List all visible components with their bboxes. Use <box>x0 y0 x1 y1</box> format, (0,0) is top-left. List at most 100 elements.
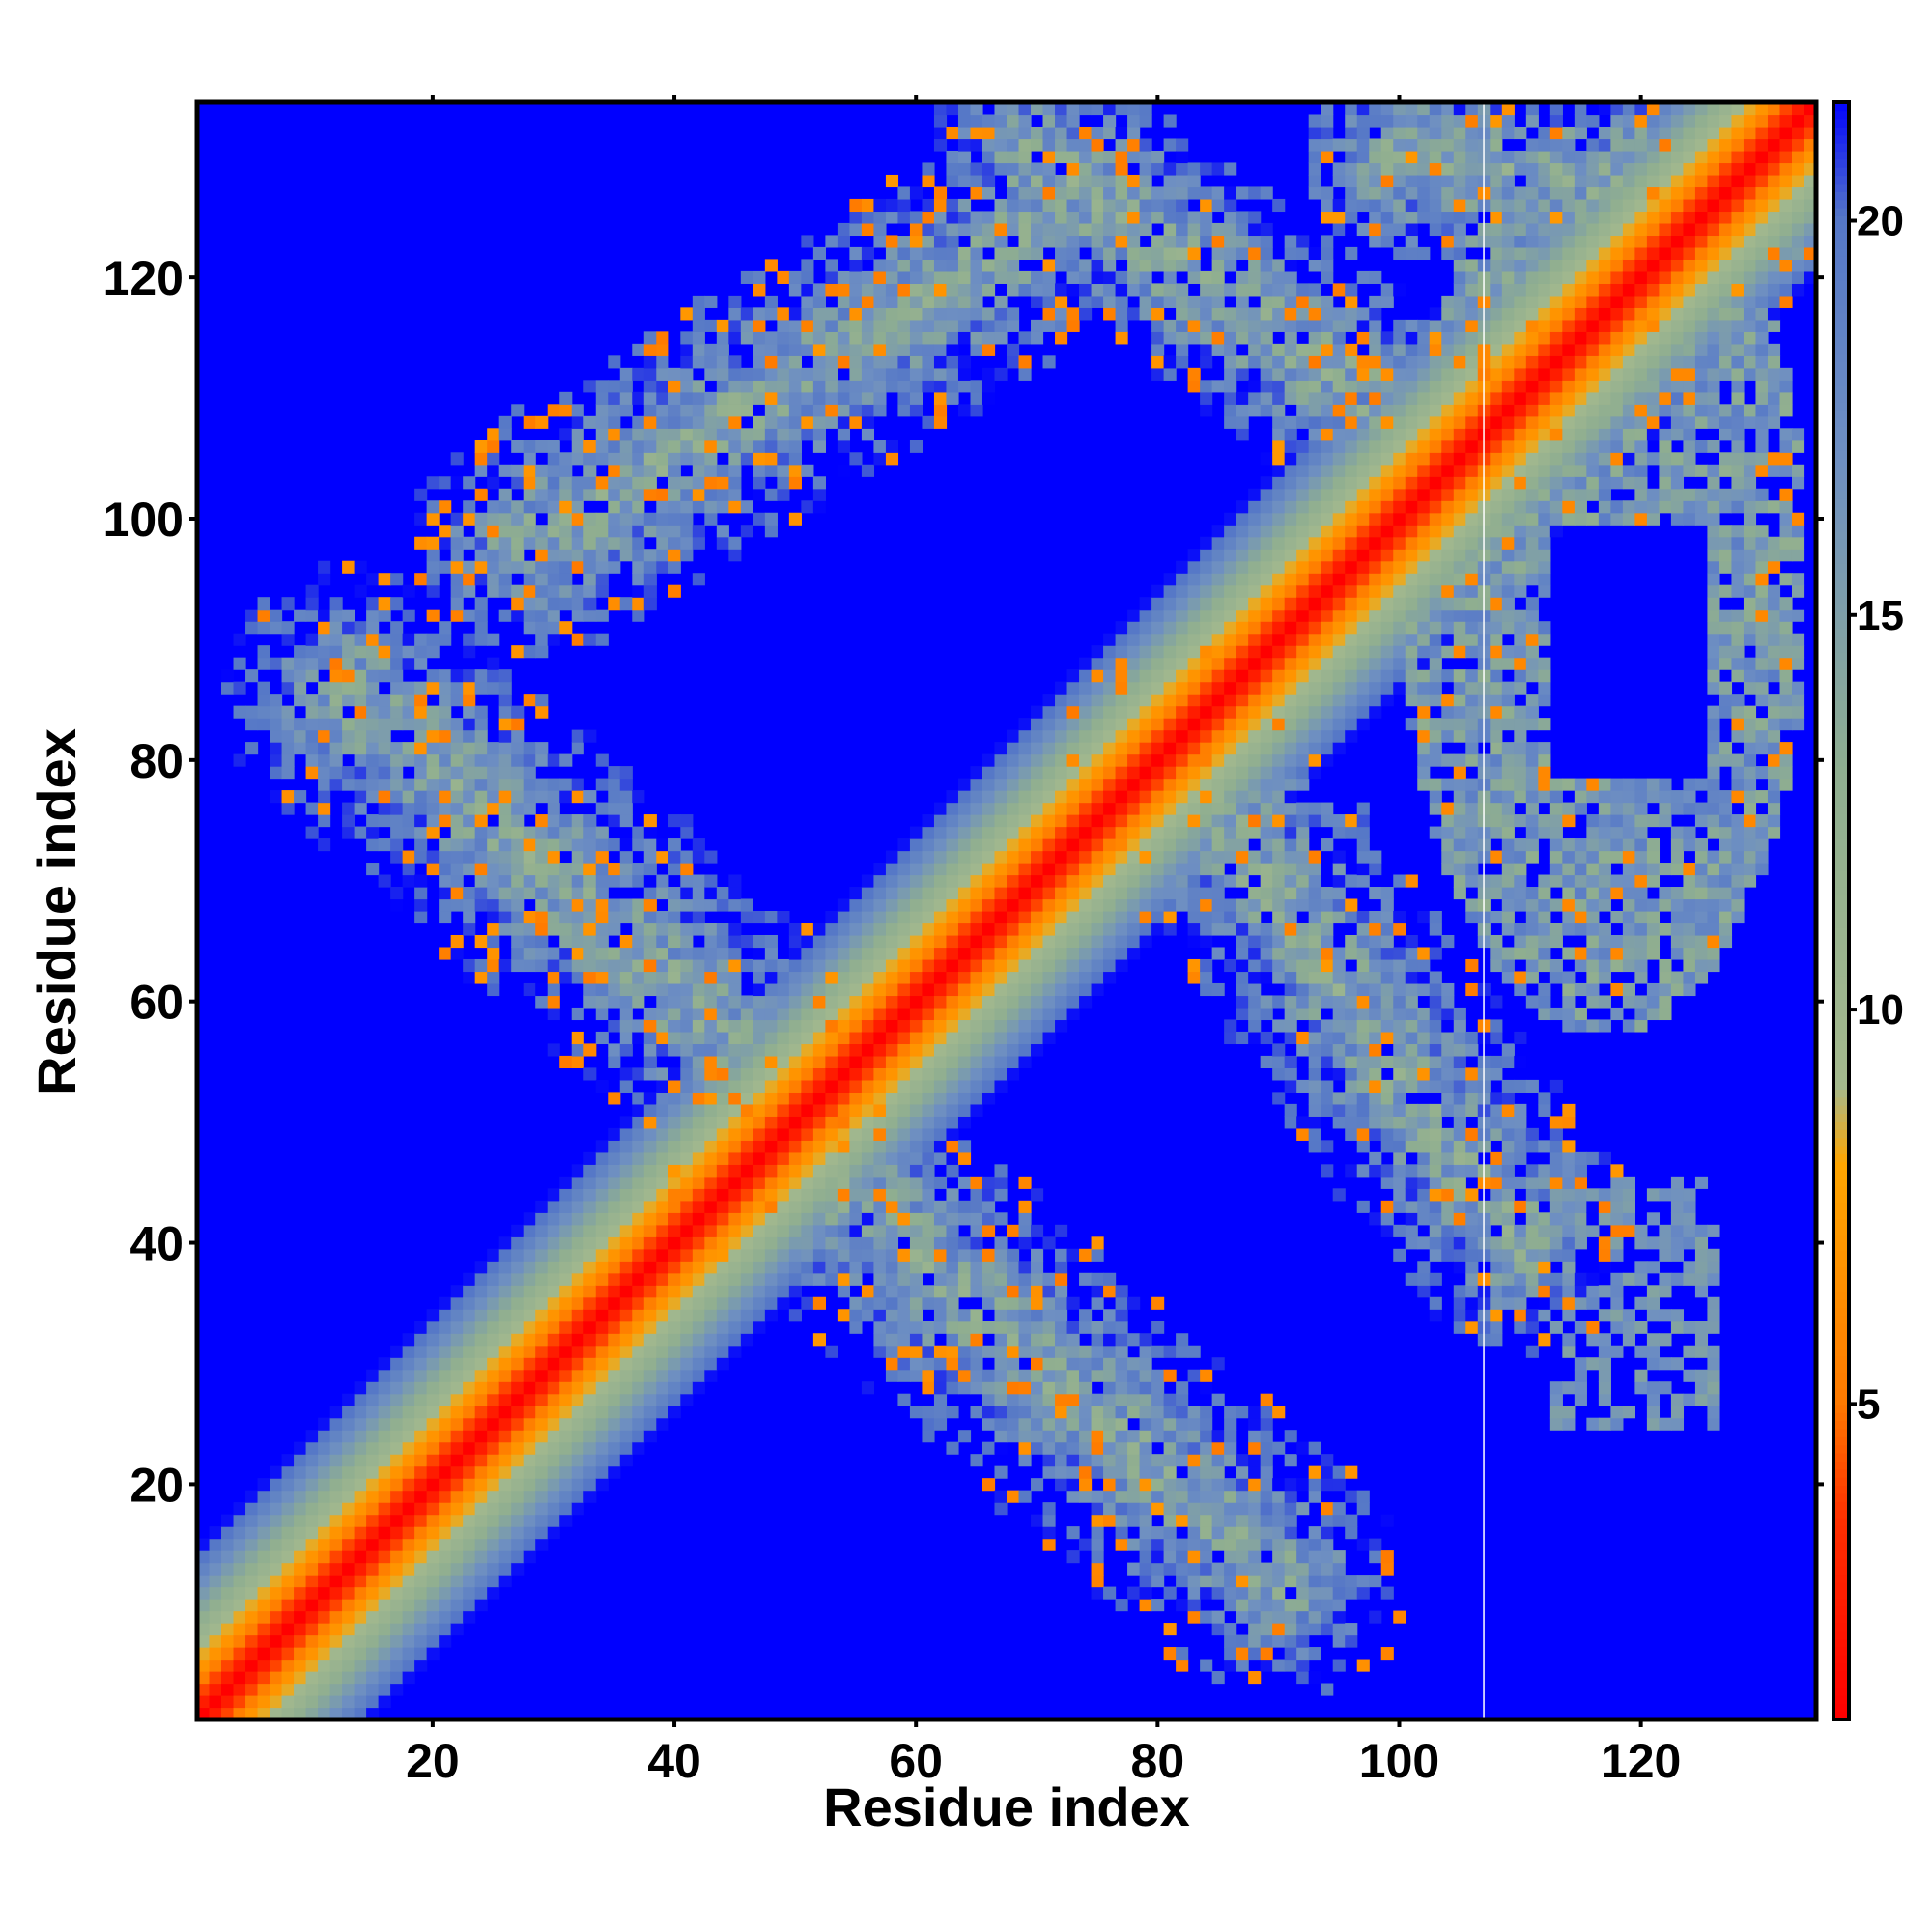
heatmap-cell <box>704 440 718 453</box>
heatmap-cell <box>474 1562 488 1576</box>
heatmap-cell <box>873 222 887 237</box>
heatmap-cell <box>1163 766 1177 780</box>
heatmap-cell <box>245 1623 259 1636</box>
heatmap-cell <box>1103 1490 1117 1503</box>
heatmap-cell <box>608 790 621 804</box>
heatmap-cell <box>487 863 500 876</box>
heatmap-cell <box>1224 826 1237 839</box>
heatmap-cell <box>957 778 972 791</box>
heatmap-cell <box>1200 958 1213 973</box>
heatmap-cell <box>764 1103 778 1117</box>
heatmap-cell <box>1055 1430 1068 1443</box>
heatmap-cell <box>764 428 778 441</box>
heatmap-cell <box>209 1707 222 1720</box>
heatmap-cell <box>1103 1465 1117 1479</box>
heatmap-cell <box>1200 898 1213 912</box>
heatmap-cell <box>511 898 525 912</box>
heatmap-cell <box>716 319 729 332</box>
heatmap-cell <box>632 971 645 984</box>
heatmap-cell <box>1187 1550 1201 1564</box>
heatmap-cell <box>764 1200 778 1213</box>
heatmap-cell <box>1151 331 1165 345</box>
heatmap-cell <box>1018 766 1032 780</box>
heatmap-cell <box>812 982 826 997</box>
heatmap-cell <box>885 1031 899 1045</box>
heatmap-cell <box>957 126 972 140</box>
heatmap-cell <box>535 934 549 949</box>
heatmap-cell <box>897 211 911 224</box>
heatmap-cell <box>777 1212 790 1226</box>
heatmap-cell <box>1115 742 1128 755</box>
heatmap-cell <box>426 1417 440 1431</box>
heatmap-cell <box>1200 380 1213 393</box>
heatmap-cell <box>1007 186 1020 200</box>
heatmap-cell <box>753 1272 766 1286</box>
heatmap-cell <box>535 1465 549 1479</box>
heatmap-cell <box>378 1695 391 1709</box>
heatmap-cell <box>474 729 488 743</box>
heatmap-cell <box>426 729 440 743</box>
heatmap-cell <box>885 1079 899 1093</box>
heatmap-cell <box>366 766 380 780</box>
heatmap-cell <box>1176 766 1189 780</box>
heatmap-cell <box>680 971 694 984</box>
heatmap-cell <box>439 753 452 767</box>
heatmap-cell <box>909 1079 923 1093</box>
heatmap-cell <box>777 1116 790 1129</box>
heatmap-cell <box>1055 198 1068 213</box>
heatmap-cell <box>209 1526 222 1540</box>
heatmap-cell <box>245 1514 259 1527</box>
heatmap-cell <box>547 512 560 526</box>
heatmap-cell <box>1055 1393 1068 1406</box>
heatmap-cell <box>583 898 597 912</box>
heatmap-cell <box>1176 1575 1189 1588</box>
heatmap-cell <box>414 1623 428 1636</box>
heatmap-cell <box>426 1514 440 1527</box>
heatmap-cell <box>270 1659 283 1672</box>
heatmap-cell <box>1236 1647 1249 1661</box>
heatmap-cell <box>668 1092 681 1105</box>
heatmap-cell <box>801 1236 814 1250</box>
heatmap-cell <box>583 1067 597 1081</box>
heatmap-cell <box>571 1465 584 1479</box>
heatmap-cell <box>777 1079 790 1093</box>
heatmap-cell <box>1007 971 1020 984</box>
heatmap-cell <box>390 1562 404 1576</box>
heatmap-cell <box>656 934 669 949</box>
heatmap-cell <box>873 307 887 321</box>
heatmap-cell <box>632 597 645 611</box>
heatmap-cell <box>390 1538 404 1551</box>
heatmap-cell <box>632 1127 645 1141</box>
heatmap-cell <box>1066 718 1080 731</box>
heatmap-cell <box>849 1031 863 1045</box>
heatmap-cell <box>366 729 380 743</box>
heatmap-cell <box>1224 525 1237 538</box>
heatmap-cell <box>1079 150 1093 164</box>
heatmap-cell <box>305 1478 319 1492</box>
heatmap-cell <box>1055 681 1068 695</box>
heatmap-cell <box>788 464 802 477</box>
heatmap-cell <box>487 573 500 586</box>
heatmap-cell <box>788 1140 802 1153</box>
heatmap-cell <box>294 1599 307 1612</box>
heatmap-cell <box>1211 982 1225 997</box>
heatmap-cell <box>608 1043 621 1057</box>
heatmap-cell <box>692 1092 705 1105</box>
heatmap-cell <box>970 826 983 839</box>
heatmap-cell <box>1176 633 1189 646</box>
heatmap-cell <box>571 947 584 960</box>
heatmap-cell <box>812 1043 826 1057</box>
heatmap-cell <box>619 1261 633 1274</box>
heatmap-cell <box>1236 838 1249 852</box>
heatmap-cell <box>632 1212 645 1226</box>
heatmap-cell <box>559 1454 573 1467</box>
heatmap-cell <box>450 1538 464 1551</box>
heatmap-cell <box>897 838 911 852</box>
heatmap-cell <box>439 887 452 900</box>
heatmap-cell <box>1042 1430 1056 1443</box>
heatmap-cell <box>812 1031 826 1045</box>
heatmap-cell <box>837 391 851 405</box>
heatmap-cell <box>354 1575 367 1588</box>
heatmap-cell <box>390 1526 404 1540</box>
heatmap-cell <box>1066 259 1080 272</box>
